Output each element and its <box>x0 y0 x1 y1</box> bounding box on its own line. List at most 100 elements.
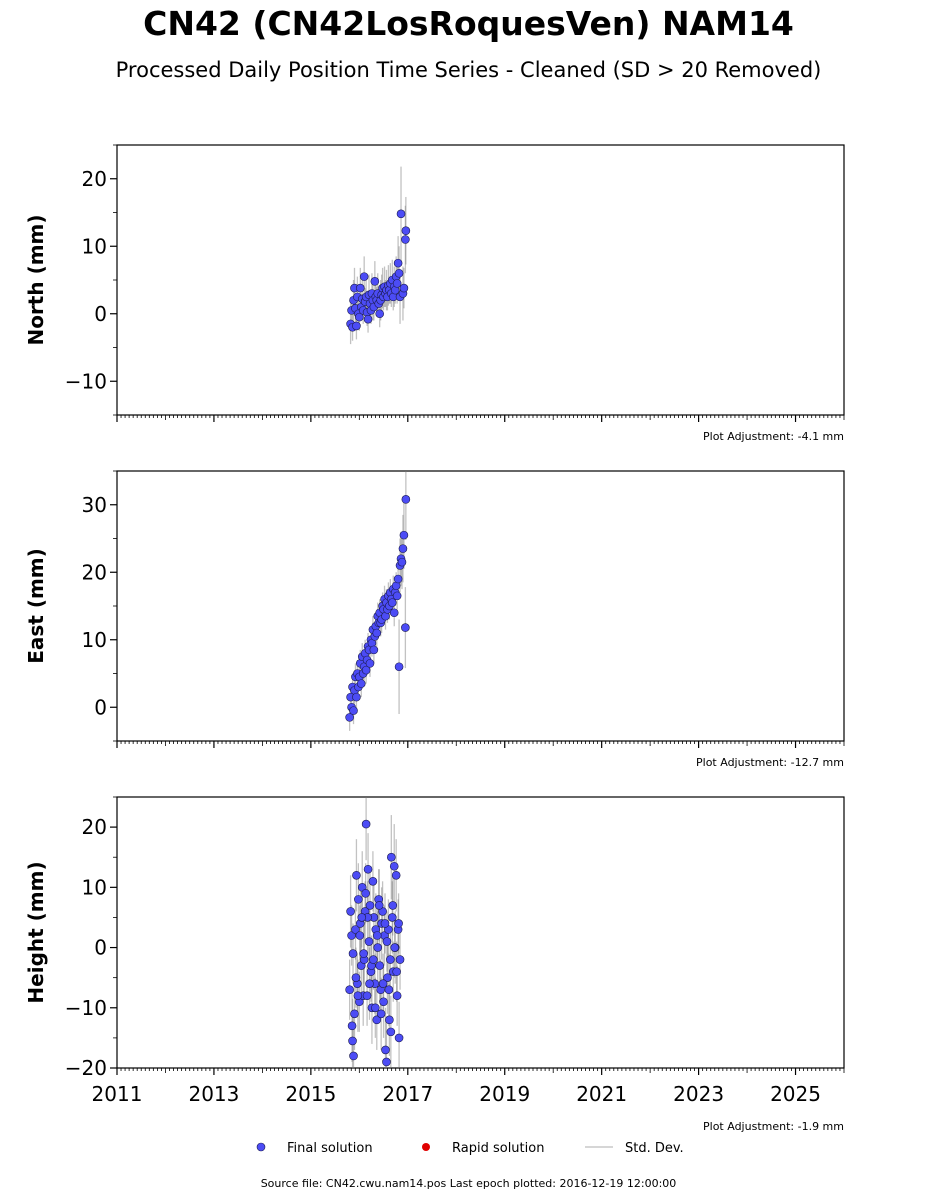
east-y-axis-label: East (mm) <box>24 548 48 664</box>
height-x-tick-label: 2019 <box>479 1082 530 1106</box>
north-data-point <box>352 321 361 331</box>
height-plot-adjustment: Plot Adjustment: -1.9 mm <box>703 1120 844 1133</box>
chart-title: CN42 (CN42LosRoquesVen) NAM14 <box>143 4 794 43</box>
north-data-point <box>356 283 365 293</box>
east-y-tick-label: 0 <box>94 695 107 719</box>
east-data-point <box>401 495 411 504</box>
legend-final-marker <box>256 1142 266 1152</box>
north-y-tick-label: 10 <box>82 234 107 258</box>
height-data-point <box>361 819 371 829</box>
height-data-point <box>374 901 384 910</box>
east-data-point <box>352 692 361 702</box>
north-y-tick-label: 0 <box>94 302 107 326</box>
height-data-point <box>395 955 405 964</box>
height-data-point <box>365 979 374 988</box>
east-y-tick-label: 10 <box>82 628 107 652</box>
height-data-point <box>392 967 401 976</box>
north-data-point <box>370 277 380 286</box>
height-data-point <box>390 943 400 952</box>
height-data-point <box>373 943 383 952</box>
north-y-tick-label: 20 <box>82 167 107 191</box>
height-data-point <box>353 991 363 1001</box>
height-y-tick-label: −20 <box>65 1056 107 1080</box>
height-panel: −20 −10 0 10 20 Height (mm) 2011 2013 2015 2017 20… <box>24 796 845 1133</box>
east-data-points <box>345 495 411 722</box>
height-data-point <box>354 895 363 904</box>
height-data-point <box>348 1036 357 1046</box>
height-data-point <box>351 925 360 934</box>
north-y-axis-label: North (mm) <box>24 214 48 345</box>
height-data-point <box>387 852 396 862</box>
height-data-point <box>357 913 367 922</box>
height-data-point <box>388 901 398 910</box>
legend: Final solution Rapid solution Std. Dev. <box>256 1141 684 1156</box>
east-plot-adjustment: Plot Adjustment: -12.7 mm <box>696 756 844 769</box>
height-y-tick-label: 10 <box>82 875 107 899</box>
north-data-point <box>399 283 409 293</box>
north-data-point <box>375 309 384 319</box>
height-data-point <box>359 949 368 958</box>
height-data-point <box>383 973 392 982</box>
north-data-point <box>401 226 411 236</box>
east-data-point <box>345 713 354 722</box>
north-data-point <box>396 209 406 219</box>
east-data-point <box>349 706 358 715</box>
legend-rapid-marker <box>422 1143 430 1151</box>
source-note: Source file: CN42.cwu.nam14.pos Last epo… <box>260 1177 677 1190</box>
height-data-point <box>363 864 373 874</box>
east-y-tick-label: 20 <box>82 560 107 584</box>
height-x-tick-label: 2017 <box>382 1082 433 1106</box>
legend-final-label: Final solution <box>287 1141 373 1156</box>
height-data-point <box>348 949 358 958</box>
north-data-point <box>401 235 410 244</box>
height-x-tick-label: 2025 <box>770 1082 821 1106</box>
height-x-tick-label: 2011 <box>92 1082 143 1106</box>
height-data-point <box>392 991 402 1001</box>
east-data-point <box>365 659 375 668</box>
height-data-point <box>361 889 370 898</box>
height-data-point <box>387 913 397 922</box>
east-data-point <box>399 530 409 540</box>
east-data-point <box>394 662 404 672</box>
height-data-point <box>371 1003 380 1013</box>
north-axes-frame <box>116 144 845 416</box>
height-data-point <box>391 870 401 880</box>
north-data-point <box>393 258 403 268</box>
east-axes-frame <box>116 470 845 742</box>
legend-rapid-label: Rapid solution <box>452 1141 544 1156</box>
height-x-tick-label: 2013 <box>188 1082 239 1106</box>
height-data-point <box>386 1027 396 1037</box>
height-data-point <box>346 907 355 916</box>
height-y-tick-label: 20 <box>82 815 107 839</box>
height-data-point <box>362 991 372 1001</box>
height-data-point <box>368 877 378 886</box>
east-data-point <box>356 679 366 688</box>
height-x-tick-label: 2023 <box>673 1082 724 1106</box>
north-data-points <box>346 209 411 332</box>
north-panel: −10 0 10 20 North (mm) Plot Adjustment: -4.1 … <box>24 144 845 443</box>
height-data-point <box>389 861 399 871</box>
north-data-point <box>392 279 402 288</box>
height-data-point <box>378 979 388 988</box>
height-data-point <box>350 1009 359 1019</box>
height-data-point <box>379 997 388 1007</box>
chart-subtitle: Processed Daily Position Time Series - C… <box>115 58 822 82</box>
height-data-point <box>347 1021 357 1031</box>
east-data-point <box>397 557 407 567</box>
north-data-point <box>394 268 404 278</box>
north-data-point <box>359 272 369 281</box>
height-data-point <box>365 901 375 910</box>
north-data-point <box>355 312 364 322</box>
east-data-point <box>392 591 402 601</box>
height-data-point <box>382 937 392 946</box>
height-data-point <box>382 1057 391 1067</box>
height-data-point <box>355 931 365 940</box>
height-data-point <box>364 937 374 946</box>
east-data-point <box>401 623 410 632</box>
height-y-tick-label: 0 <box>94 936 107 960</box>
height-data-point <box>345 985 354 995</box>
height-x-tick-label: 2015 <box>285 1082 336 1106</box>
height-data-point <box>375 961 384 970</box>
east-panel: 0 10 20 30 East (mm) Plot Adjustment: -12.7 m… <box>24 470 845 769</box>
